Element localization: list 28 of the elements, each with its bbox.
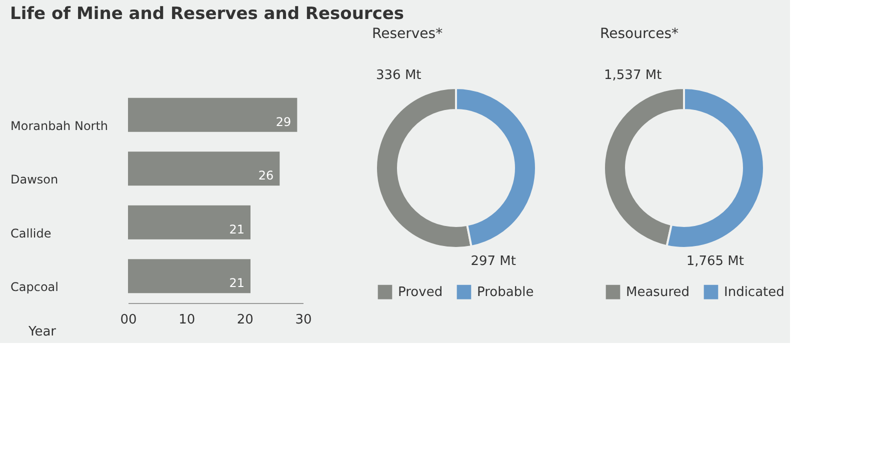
data-label: 26 (258, 168, 274, 183)
data-label: 21 (229, 222, 244, 236)
legend-label: Indicated (724, 285, 784, 300)
x-tick-label: 10 (178, 312, 196, 328)
x-tick-label: 20 (236, 312, 254, 328)
x-tick-label: 30 (295, 312, 312, 328)
data-label: 1,765 Mt (686, 254, 744, 269)
x-axis-title: Year (28, 324, 57, 340)
slice-label: Measured (626, 285, 690, 300)
chart-title: Resources* (600, 26, 678, 42)
legend-label: Proved (398, 285, 443, 300)
chart-title: Reserves* (372, 26, 443, 42)
bar (128, 259, 250, 294)
chart-title: Life of Mine and Reserves and Resources (10, 4, 404, 24)
x-tick-label: 00 (120, 312, 137, 328)
y-tick-label: Dawson (10, 172, 58, 187)
y-tick-label: Capcoal (10, 280, 58, 294)
data-label: 1,537 Mt (604, 68, 662, 83)
bar (128, 98, 298, 132)
data-label: 21 (229, 276, 244, 290)
data-label: 29 (276, 114, 292, 129)
y-tick-label: Callide (10, 226, 52, 240)
data-label: 297 Mt (470, 254, 516, 269)
bar (128, 205, 250, 240)
legend-label: Probable (477, 285, 534, 300)
data-label: 336 Mt (376, 68, 422, 83)
bar (128, 152, 280, 186)
y-tick-label: Moranbah North (10, 118, 108, 133)
